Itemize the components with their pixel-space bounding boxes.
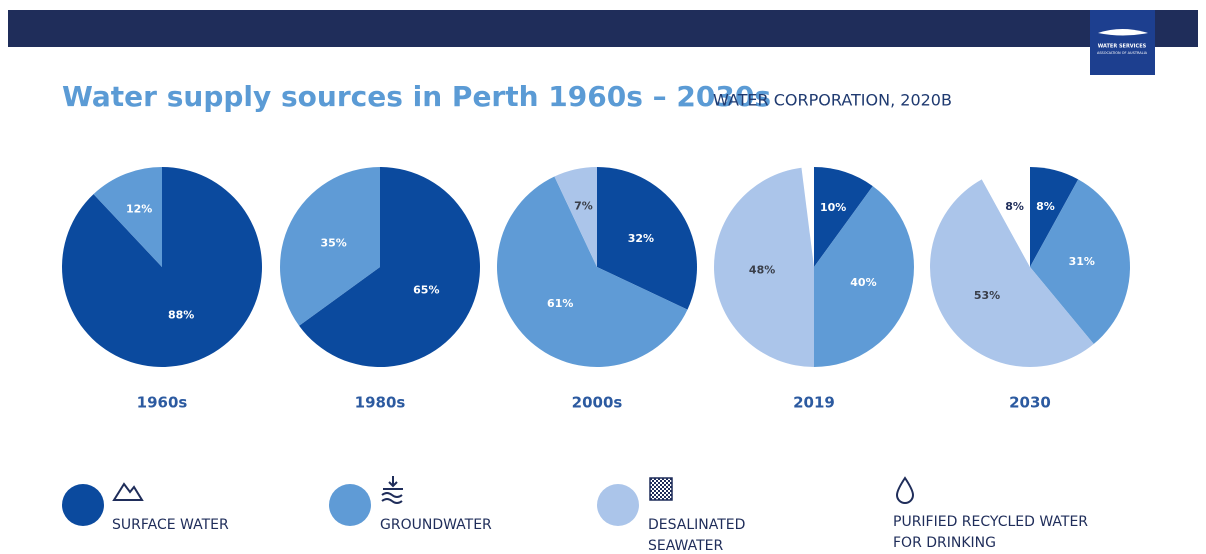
- slice-label: 40%: [850, 276, 876, 289]
- logo-box: [1090, 10, 1155, 75]
- seawater-icon: [649, 477, 673, 501]
- slice-label: 53%: [974, 289, 1000, 302]
- mountain-icon: [112, 482, 144, 501]
- pie-slice: [1030, 167, 1079, 267]
- pie-title: 2000s: [572, 394, 623, 412]
- pie-slice: [93, 167, 162, 267]
- slice-label: 31%: [1069, 255, 1095, 268]
- slice-label: 8%: [1005, 200, 1024, 213]
- pie-slice: [280, 167, 380, 326]
- pie-title: 2030: [1009, 394, 1051, 412]
- legend-label: FOR DRINKING: [893, 535, 996, 551]
- pie-slice: [929, 179, 1094, 367]
- pie-slice: [597, 167, 698, 310]
- pie-title: 2019: [793, 394, 835, 412]
- slice-label: 65%: [413, 284, 439, 297]
- slice-label: 48%: [749, 263, 775, 276]
- slice-label: 10%: [820, 201, 846, 214]
- pie-slice: [714, 167, 814, 367]
- pie-slice: [554, 167, 597, 267]
- legend-swatch: [329, 484, 371, 526]
- pie-slice: [981, 167, 1030, 267]
- slice-label: 88%: [168, 308, 194, 321]
- slice-label: 8%: [1036, 200, 1055, 213]
- source: WATER CORPORATION, 2020B: [713, 91, 952, 110]
- slice-label: 32%: [628, 232, 654, 245]
- slice-label: 7%: [574, 199, 593, 212]
- pie-title: 1980s: [355, 394, 406, 412]
- pie-slice: [1030, 179, 1130, 345]
- drop-icon: [895, 476, 915, 504]
- legend-label: GROUNDWATER: [380, 517, 492, 533]
- legend-label: PURIFIED RECYCLED WATER: [893, 514, 1088, 530]
- header-bar: [8, 10, 1198, 47]
- slice-label: 12%: [126, 202, 152, 215]
- legend-swatch: [597, 484, 639, 526]
- logo-text: WATER SERVICES: [1098, 44, 1147, 50]
- legend-label: SEAWATER: [648, 538, 724, 554]
- logo-swoosh: [1098, 29, 1148, 36]
- slice-label: 35%: [320, 236, 346, 249]
- legend-label: DESALINATED: [648, 517, 745, 533]
- pie-title: 1960s: [137, 394, 188, 412]
- pie-slice: [814, 167, 873, 267]
- slice-label: 61%: [547, 297, 573, 310]
- pie-slice: [496, 176, 688, 367]
- legend-swatch: [62, 484, 104, 526]
- water-icon: [381, 476, 403, 504]
- logo-text: ASSOCIATION OF AUSTRALIA: [1097, 51, 1148, 55]
- pie-slice: [814, 186, 914, 367]
- legend-label: SURFACE WATER: [112, 517, 229, 533]
- pie-slice: [299, 167, 481, 368]
- title: Water supply sources in Perth 1960s – 20…: [62, 80, 771, 113]
